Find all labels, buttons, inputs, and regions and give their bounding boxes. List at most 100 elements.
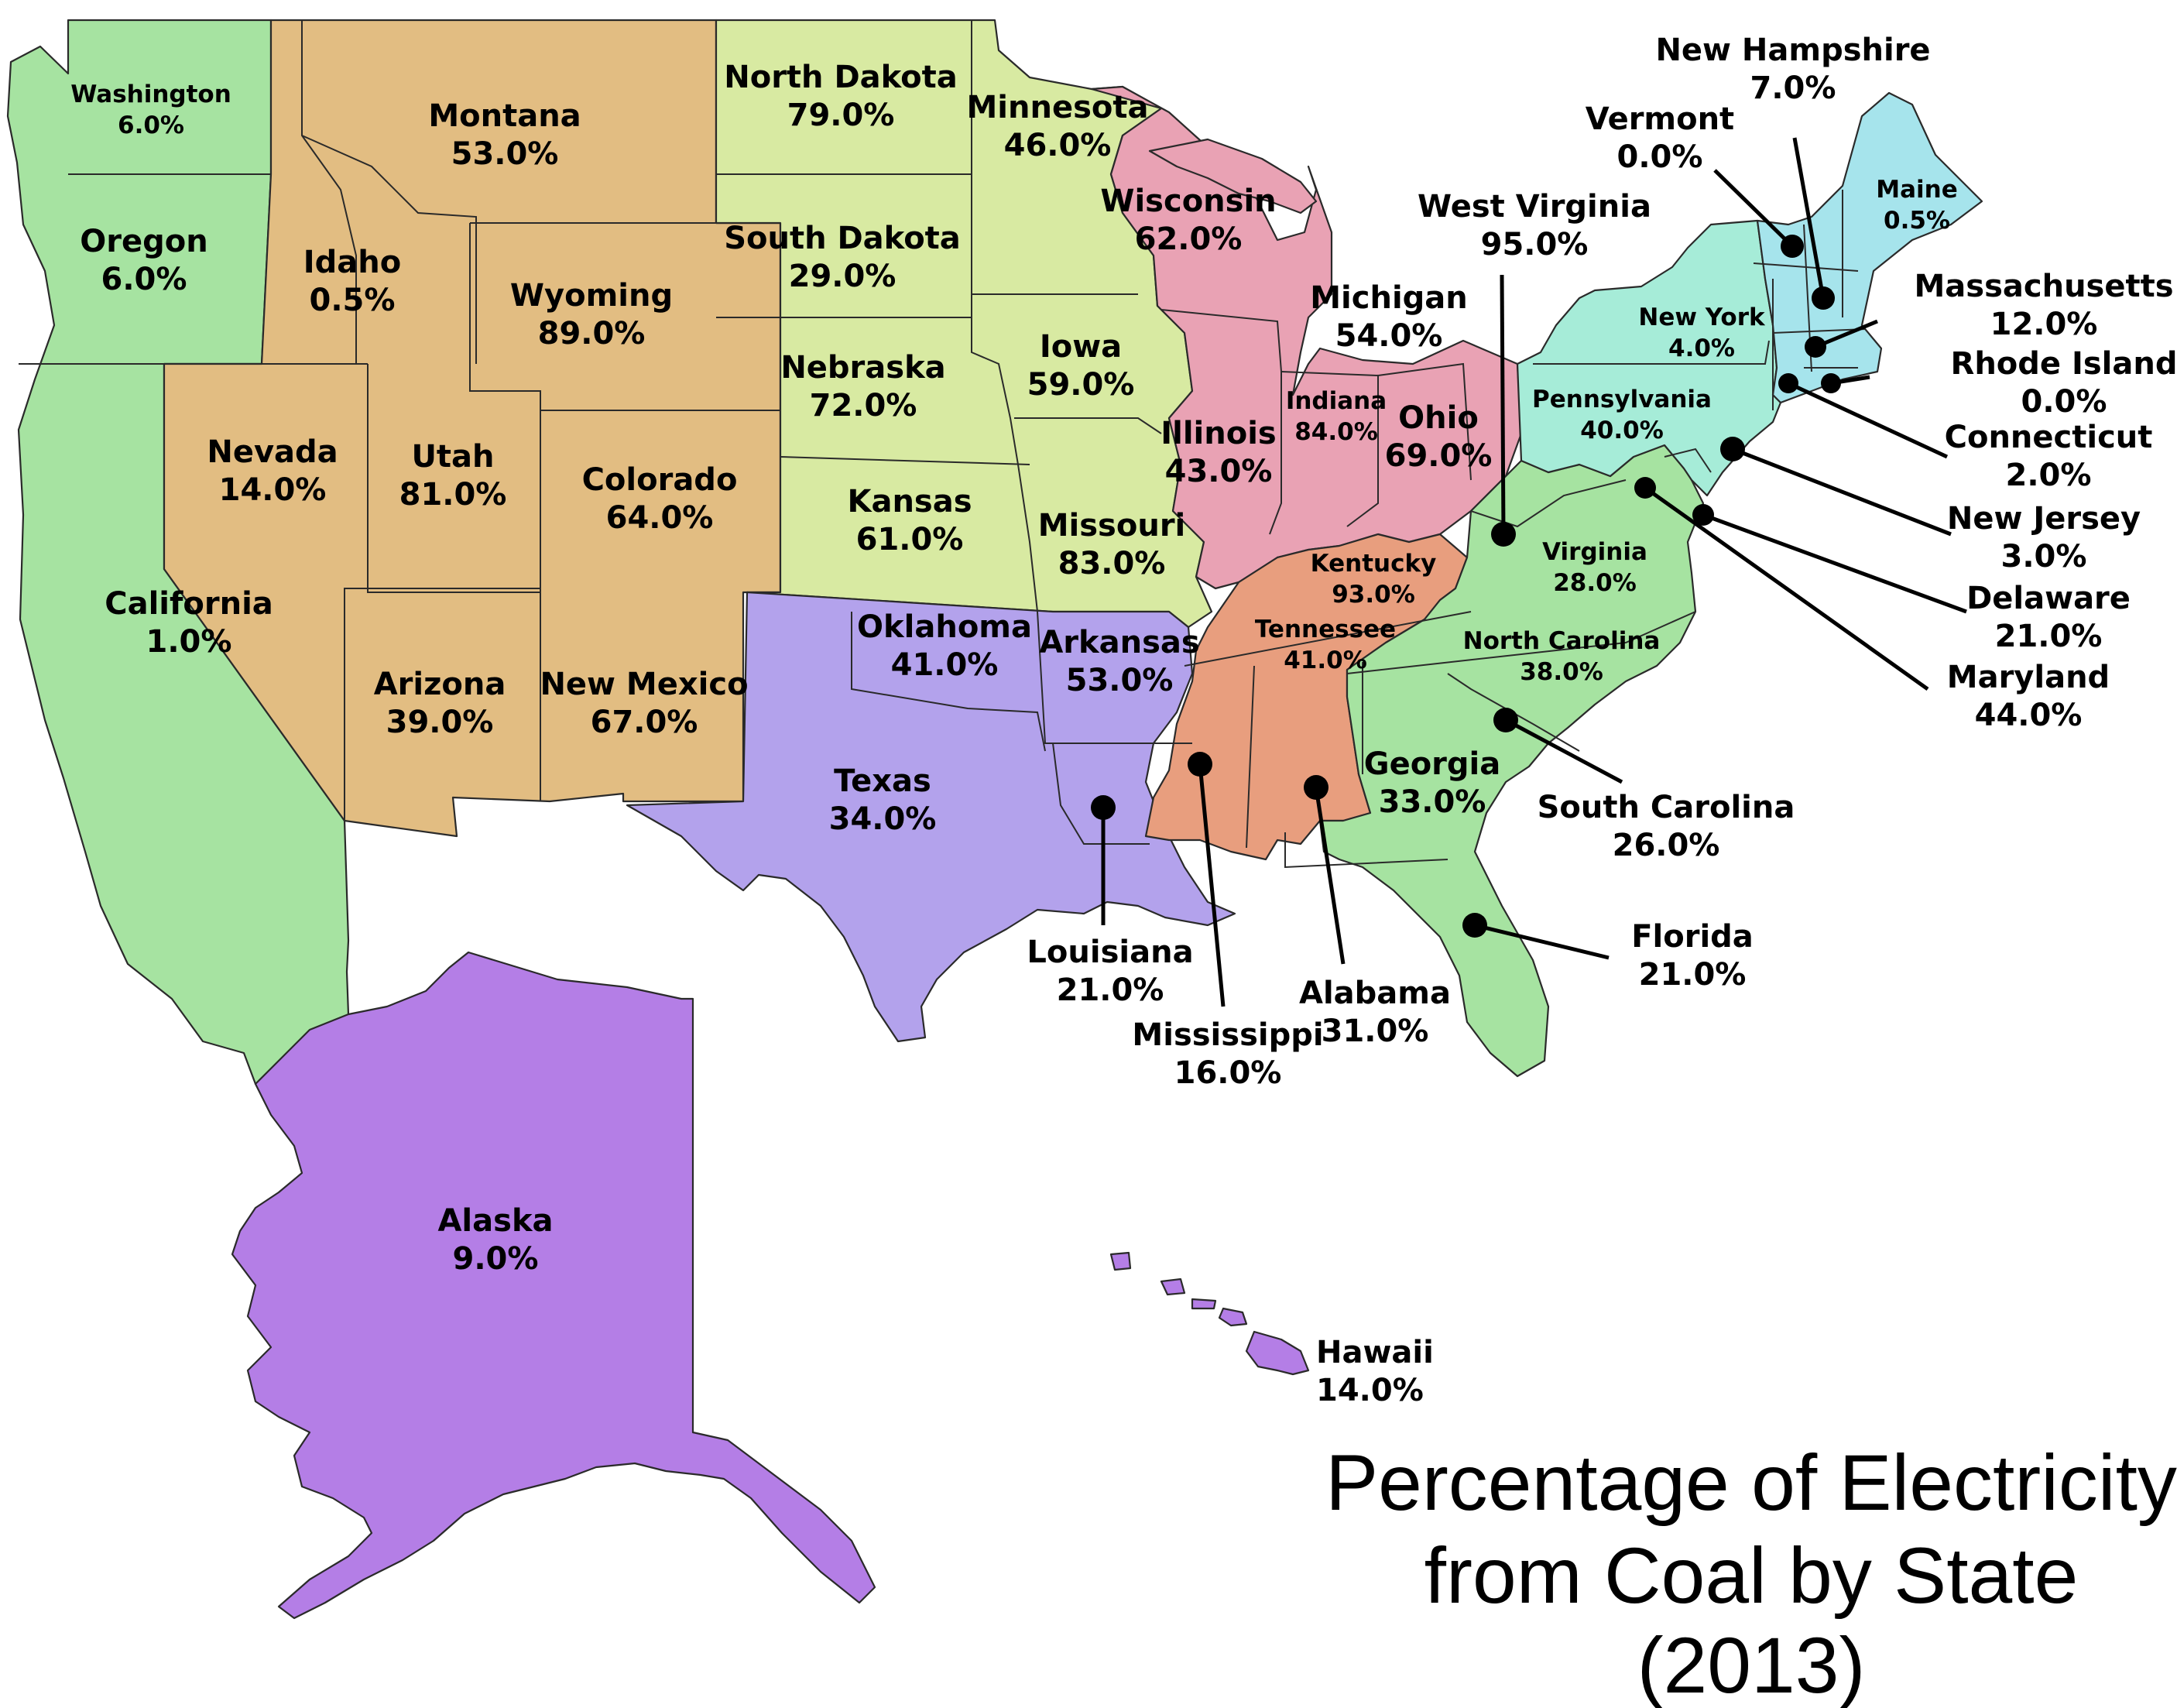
label-kentucky-value: 93.0% (1332, 581, 1415, 609)
label-indiana-name: Indiana (1286, 387, 1387, 415)
label-maryland-value: 44.0% (1975, 698, 2083, 733)
label-massachusetts-value: 12.0% (1990, 307, 2098, 342)
label-colorado-value: 64.0% (606, 500, 714, 536)
label-oregon-value: 6.0% (101, 262, 187, 297)
label-wyoming-value: 89.0% (538, 316, 646, 352)
label-south-dakota-name: South Dakota (724, 221, 961, 256)
label-massachusetts-name: Massachusetts (1914, 269, 2173, 304)
label-michigan-value: 54.0% (1335, 318, 1443, 354)
label-mississippi-value: 16.0% (1174, 1055, 1282, 1091)
label-south-dakota-value: 29.0% (789, 259, 897, 294)
label-alabama-value: 31.0% (1322, 1013, 1429, 1049)
label-new-york-name: New York (1638, 304, 1766, 331)
label-mississippi-name: Mississippi (1132, 1017, 1323, 1053)
label-illinois-name: Illinois (1160, 416, 1277, 451)
label-iowa-value: 59.0% (1027, 367, 1135, 403)
label-missouri-name: Missouri (1038, 508, 1186, 544)
label-georgia-name: Georgia (1364, 746, 1501, 782)
label-new-hampshire-value: 7.0% (1750, 70, 1836, 106)
label-vermont-value: 0.0% (1617, 139, 1703, 175)
label-virginia-name: Virginia (1542, 538, 1647, 566)
label-louisiana-value: 21.0% (1057, 972, 1164, 1008)
label-illinois-value: 43.0% (1165, 454, 1273, 489)
region-south-central (626, 591, 1236, 1043)
label-indiana-value: 84.0% (1294, 418, 1378, 446)
label-new-jersey-value: 3.0% (2001, 539, 2087, 574)
label-tennessee-value: 41.0% (1284, 647, 1367, 674)
label-maine-name: Maine (1876, 176, 1958, 204)
label-minnesota-value: 46.0% (1004, 128, 1112, 163)
label-arizona-value: 39.0% (386, 705, 494, 740)
label-pennsylvania-value: 40.0% (1580, 417, 1664, 444)
label-idaho-value: 0.5% (310, 283, 396, 318)
label-kansas-name: Kansas (847, 484, 972, 520)
label-alaska-value: 9.0% (453, 1241, 539, 1277)
region-michigan-up (1148, 138, 1318, 214)
label-alabama-name: Alabama (1299, 976, 1451, 1011)
label-michigan-name: Michigan (1310, 280, 1468, 316)
label-wyoming-name: Wyoming (510, 278, 673, 314)
label-arkansas-name: Arkansas (1039, 625, 1199, 660)
label-north-carolina-value: 38.0% (1520, 658, 1603, 686)
region-alaska (231, 951, 876, 1620)
label-hawaii-value: 14.0% (1316, 1373, 1424, 1408)
label-california-value: 1.0% (146, 624, 232, 660)
region-hawaii-maui (1218, 1307, 1248, 1327)
label-delaware-value: 21.0% (1995, 619, 2103, 654)
label-kentucky-name: Kentucky (1311, 550, 1437, 578)
label-west-virginia-name: West Virginia (1418, 189, 1651, 225)
label-oklahoma-name: Oklahoma (857, 609, 1032, 645)
state-borders (19, 20, 1867, 869)
label-oklahoma-value: 41.0% (891, 647, 999, 683)
label-delaware-name: Delaware (1966, 581, 2131, 616)
label-nevada-value: 14.0% (219, 472, 327, 508)
title-line-2: from Coal by State (1424, 1531, 2079, 1620)
state-labels: Washington 6.0% Oregon 6.0% California 1… (70, 33, 2177, 1408)
label-rhode-island-value: 0.0% (2021, 384, 2107, 420)
label-west-virginia-value: 95.0% (1481, 227, 1589, 262)
label-nebraska-value: 72.0% (810, 388, 917, 424)
label-utah-value: 81.0% (399, 477, 507, 513)
region-hawaii-oahu (1160, 1278, 1186, 1296)
label-hawaii-name: Hawaii (1316, 1335, 1434, 1370)
label-connecticut-name: Connecticut (1945, 420, 2153, 455)
label-new-york-value: 4.0% (1668, 334, 1735, 362)
label-north-carolina-name: North Carolina (1463, 627, 1661, 655)
label-virginia-value: 28.0% (1553, 569, 1637, 597)
label-minnesota-name: Minnesota (967, 90, 1149, 125)
label-utah-name: Utah (411, 439, 494, 475)
region-hawaii-molokai (1191, 1298, 1217, 1310)
label-new-mexico-value: 67.0% (591, 705, 698, 740)
label-connecticut-value: 2.0% (2006, 458, 2092, 493)
label-texas-value: 34.0% (829, 801, 937, 837)
label-tennessee-name: Tennessee (1255, 616, 1396, 643)
label-texas-name: Texas (834, 763, 931, 799)
label-arkansas-value: 53.0% (1066, 663, 1174, 698)
label-rhode-island-name: Rhode Island (1951, 346, 2177, 382)
label-maine-value: 0.5% (1884, 207, 1950, 235)
label-kansas-value: 61.0% (856, 522, 964, 557)
label-idaho-name: Idaho (303, 245, 401, 280)
label-missouri-value: 83.0% (1058, 546, 1166, 581)
label-vermont-name: Vermont (1586, 101, 1734, 137)
label-nevada-name: Nevada (207, 434, 338, 470)
label-south-carolina-value: 26.0% (1613, 828, 1720, 863)
label-alaska-name: Alaska (437, 1203, 553, 1239)
label-maryland-name: Maryland (1947, 660, 2110, 695)
title-line-3: (2013) (1637, 1621, 1866, 1708)
label-washington-value: 6.0% (118, 111, 184, 139)
region-hawaii-kauai (1109, 1251, 1132, 1271)
label-florida-name: Florida (1631, 919, 1754, 955)
label-ohio-name: Ohio (1398, 400, 1479, 436)
label-ohio-value: 69.0% (1385, 438, 1493, 474)
label-new-hampshire-name: New Hampshire (1655, 33, 1930, 68)
label-north-dakota-name: North Dakota (724, 60, 958, 95)
label-new-mexico-name: New Mexico (540, 667, 748, 702)
region-hawaii (1245, 1330, 1310, 1376)
label-florida-value: 21.0% (1639, 957, 1747, 993)
label-montana-value: 53.0% (451, 136, 559, 172)
label-montana-name: Montana (428, 98, 581, 134)
label-georgia-value: 33.0% (1379, 784, 1486, 820)
label-nebraska-name: Nebraska (780, 350, 945, 386)
